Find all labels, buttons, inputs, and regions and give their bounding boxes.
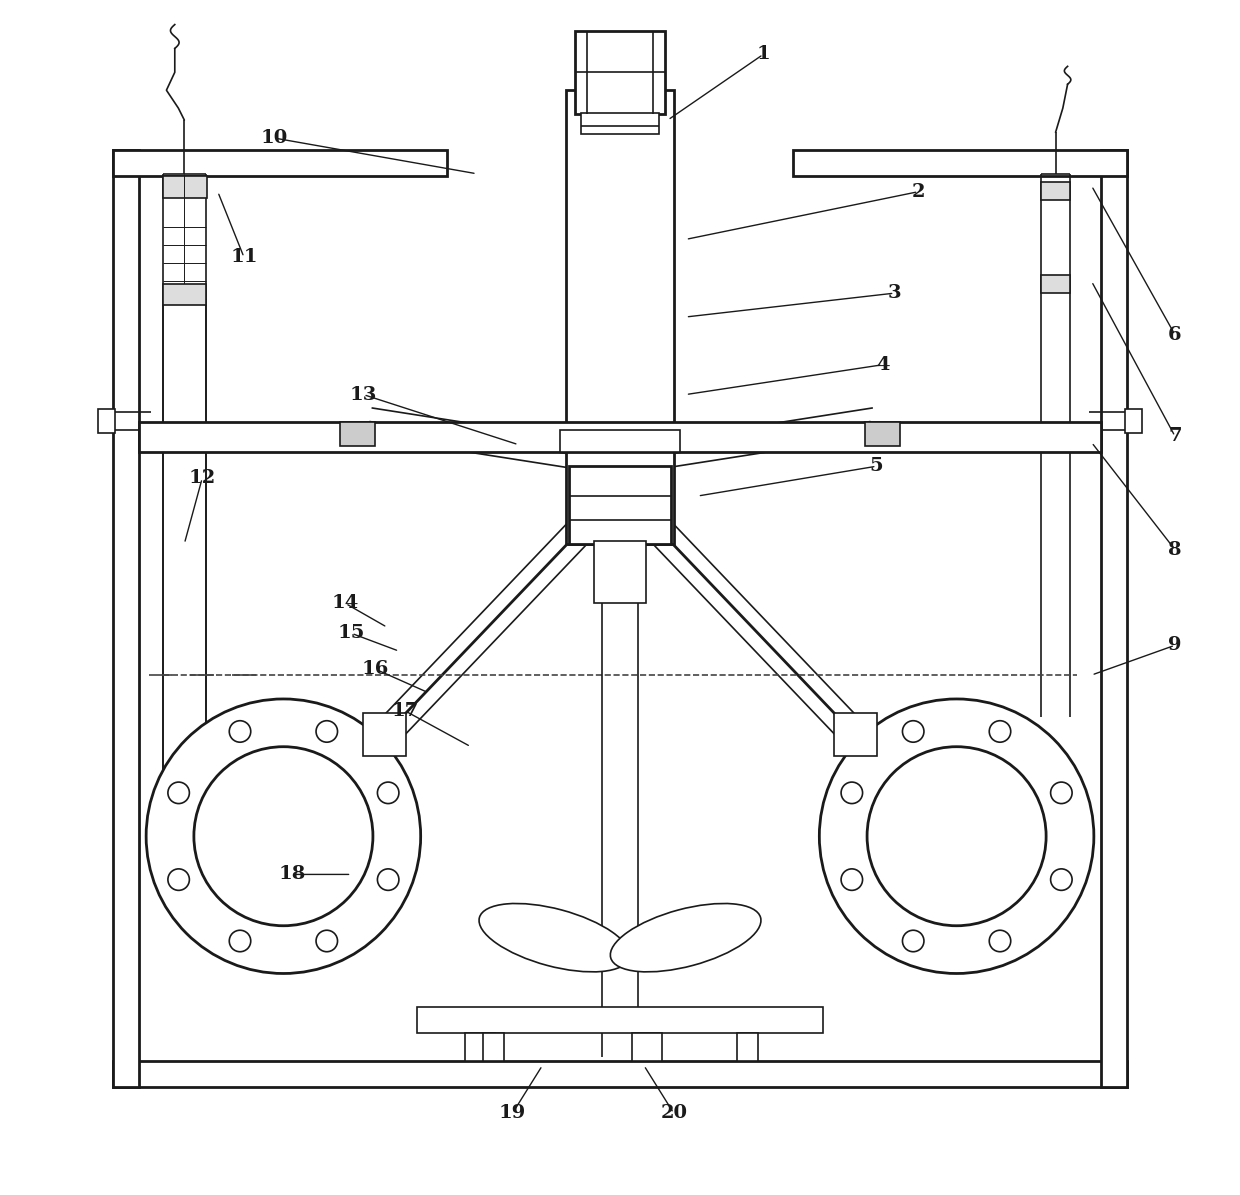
Circle shape (377, 782, 399, 803)
Circle shape (229, 721, 250, 742)
Text: 1: 1 (756, 45, 770, 63)
Circle shape (146, 699, 420, 974)
Bar (569, 466, 671, 544)
Text: 15: 15 (337, 624, 365, 642)
Bar (139, 422, 1101, 452)
Bar (482, 1034, 505, 1061)
Ellipse shape (610, 903, 761, 972)
Circle shape (377, 869, 399, 890)
Circle shape (820, 699, 1094, 974)
Bar (632, 1034, 662, 1061)
Bar (594, 541, 646, 603)
Circle shape (1050, 869, 1073, 890)
Text: 9: 9 (1168, 636, 1182, 654)
Text: 11: 11 (231, 249, 258, 266)
Circle shape (316, 930, 337, 951)
Bar (113, 149, 446, 176)
Bar (340, 422, 376, 446)
Text: 17: 17 (392, 701, 419, 719)
Bar (575, 31, 665, 114)
Text: 4: 4 (875, 356, 889, 374)
Text: 6: 6 (1168, 326, 1182, 344)
Bar (162, 283, 206, 305)
Bar (1101, 149, 1127, 1087)
Text: 20: 20 (660, 1104, 687, 1122)
Bar (833, 713, 877, 756)
Text: 10: 10 (260, 129, 288, 147)
Bar (98, 409, 115, 433)
Circle shape (990, 721, 1011, 742)
Bar (1042, 275, 1070, 293)
Circle shape (841, 782, 863, 803)
Bar (567, 90, 673, 544)
Text: 18: 18 (278, 865, 305, 883)
Text: 14: 14 (332, 594, 360, 613)
Text: 12: 12 (188, 470, 216, 488)
Circle shape (167, 869, 190, 890)
Circle shape (1050, 782, 1073, 803)
Circle shape (167, 782, 190, 803)
Polygon shape (162, 789, 206, 836)
Circle shape (316, 721, 337, 742)
Ellipse shape (479, 903, 630, 972)
Circle shape (193, 747, 373, 926)
Bar (417, 1007, 823, 1034)
Circle shape (867, 747, 1047, 926)
Text: 13: 13 (350, 386, 377, 404)
Circle shape (229, 930, 250, 951)
Circle shape (903, 721, 924, 742)
Bar (864, 422, 900, 446)
Bar (363, 713, 407, 756)
Bar (582, 112, 658, 134)
Bar (113, 149, 139, 1087)
Text: 7: 7 (1168, 428, 1182, 446)
Circle shape (990, 930, 1011, 951)
Text: 5: 5 (869, 458, 883, 476)
Text: 16: 16 (362, 660, 389, 678)
Text: 8: 8 (1168, 541, 1182, 559)
Bar (737, 1034, 759, 1061)
Text: 3: 3 (888, 284, 901, 302)
Bar (162, 176, 207, 197)
Text: 2: 2 (911, 183, 925, 201)
Circle shape (903, 930, 924, 951)
Text: 19: 19 (498, 1104, 526, 1122)
Bar (794, 149, 1127, 176)
Bar (1042, 182, 1070, 200)
Circle shape (841, 869, 863, 890)
Bar (560, 430, 680, 452)
Bar (1125, 409, 1142, 433)
Bar (465, 1034, 495, 1061)
Bar (113, 1061, 1127, 1087)
